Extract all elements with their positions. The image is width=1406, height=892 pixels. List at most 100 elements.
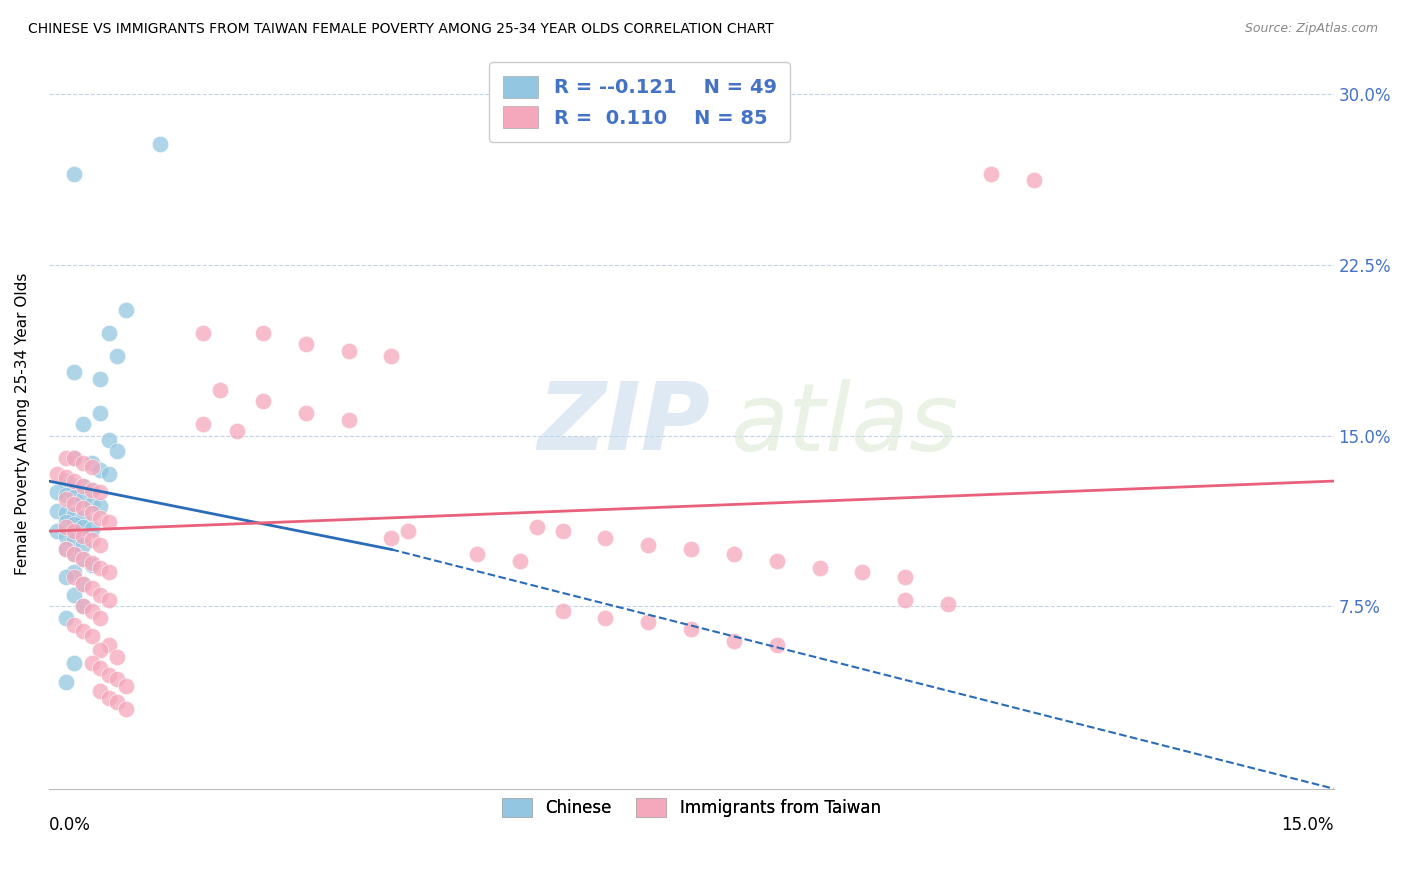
Point <box>55 474 77 488</box>
Point <box>851 565 873 579</box>
Point <box>97 467 120 482</box>
Point <box>252 394 274 409</box>
Point <box>72 599 94 614</box>
Point <box>80 629 103 643</box>
Point <box>72 538 94 552</box>
Point <box>105 673 128 687</box>
Point <box>294 406 316 420</box>
Point <box>526 519 548 533</box>
Point <box>72 478 94 492</box>
Point <box>97 565 120 579</box>
Point <box>55 519 77 533</box>
Point <box>72 478 94 492</box>
Point <box>89 611 111 625</box>
Point <box>681 542 703 557</box>
Point <box>55 674 77 689</box>
Point <box>595 531 617 545</box>
Point <box>63 474 86 488</box>
Point <box>80 460 103 475</box>
Point <box>808 560 831 574</box>
Point <box>63 478 86 492</box>
Point <box>63 533 86 548</box>
Point <box>97 433 120 447</box>
Point <box>80 604 103 618</box>
Point <box>63 547 86 561</box>
Point <box>97 592 120 607</box>
Point <box>551 524 574 539</box>
Point <box>89 499 111 513</box>
Point <box>63 508 86 523</box>
Point <box>72 519 94 533</box>
Point <box>380 531 402 545</box>
Point <box>89 560 111 574</box>
Point <box>46 467 69 482</box>
Point <box>980 167 1002 181</box>
Point <box>97 326 120 340</box>
Point <box>80 533 103 548</box>
Point <box>55 542 77 557</box>
Point <box>63 517 86 532</box>
Point <box>337 412 360 426</box>
Point <box>80 456 103 470</box>
Point <box>551 604 574 618</box>
Point <box>63 657 86 671</box>
Point <box>97 690 120 705</box>
Point <box>63 167 86 181</box>
Point <box>149 136 172 151</box>
Point <box>80 483 103 498</box>
Point <box>80 581 103 595</box>
Point <box>63 490 86 504</box>
Text: CHINESE VS IMMIGRANTS FROM TAIWAN FEMALE POVERTY AMONG 25-34 YEAR OLDS CORRELATI: CHINESE VS IMMIGRANTS FROM TAIWAN FEMALE… <box>28 22 773 37</box>
Text: ZIP: ZIP <box>537 378 710 470</box>
Point <box>55 488 77 502</box>
Point <box>63 617 86 632</box>
Point <box>105 349 128 363</box>
Point <box>89 538 111 552</box>
Point <box>252 326 274 340</box>
Point <box>105 649 128 664</box>
Point <box>72 551 94 566</box>
Point <box>509 554 531 568</box>
Point <box>398 524 420 539</box>
Point <box>80 556 103 570</box>
Point <box>105 444 128 458</box>
Point <box>765 638 787 652</box>
Point <box>63 570 86 584</box>
Legend: Chinese, Immigrants from Taiwan: Chinese, Immigrants from Taiwan <box>495 791 887 824</box>
Point <box>97 638 120 652</box>
Point <box>114 702 136 716</box>
Point <box>89 406 111 420</box>
Point <box>97 667 120 681</box>
Point <box>72 510 94 524</box>
Point <box>114 303 136 318</box>
Point <box>63 588 86 602</box>
Point <box>72 551 94 566</box>
Point <box>72 576 94 591</box>
Text: 0.0%: 0.0% <box>49 816 90 834</box>
Point <box>80 522 103 536</box>
Y-axis label: Female Poverty Among 25-34 Year Olds: Female Poverty Among 25-34 Year Olds <box>15 273 30 575</box>
Point <box>72 501 94 516</box>
Point <box>63 565 86 579</box>
Point <box>63 547 86 561</box>
Point <box>89 371 111 385</box>
Point <box>89 642 111 657</box>
Point <box>46 485 69 500</box>
Point <box>72 456 94 470</box>
Point <box>191 417 214 431</box>
Point <box>80 506 103 520</box>
Point <box>226 424 249 438</box>
Point <box>637 615 659 630</box>
Point <box>63 524 86 539</box>
Point <box>72 576 94 591</box>
Point <box>80 497 103 511</box>
Point <box>72 599 94 614</box>
Point <box>63 451 86 466</box>
Point <box>72 529 94 543</box>
Point <box>894 592 917 607</box>
Point <box>55 492 77 507</box>
Point <box>595 611 617 625</box>
Point <box>380 349 402 363</box>
Point <box>465 547 488 561</box>
Point <box>63 451 86 466</box>
